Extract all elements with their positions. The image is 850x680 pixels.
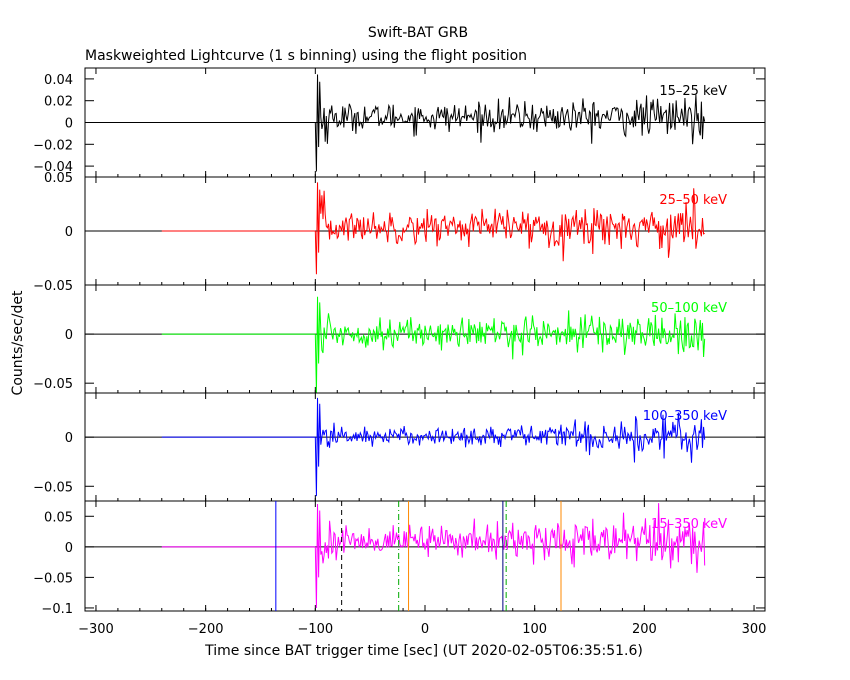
y-tick-label: −0.05 <box>33 377 73 392</box>
y-tick-label: −0.05 <box>33 279 73 294</box>
band-label: 15–25 keV <box>659 84 727 99</box>
band-label: 100–350 keV <box>643 409 727 424</box>
x-tick-label: 200 <box>632 622 657 637</box>
x-axis-label: Time since BAT trigger time [sec] (UT 20… <box>204 643 643 659</box>
x-tick-label: 300 <box>742 622 767 637</box>
y-axis-label: Counts/sec/det <box>10 290 26 395</box>
chart-title: Swift-BAT GRB <box>368 25 468 41</box>
band-label: 25–50 keV <box>659 193 727 208</box>
y-tick-label: −0.05 <box>33 480 73 495</box>
lightcurve-trace <box>314 397 706 497</box>
y-tick-label: 0.05 <box>44 510 73 525</box>
y-tick-label: 0 <box>65 225 73 240</box>
chart-subtitle: Maskweighted Lightcurve (1 s binning) us… <box>85 48 527 64</box>
y-tick-label: −0.05 <box>33 571 73 586</box>
panels-group: −0.04 −0.02 0 0.02 0.04 15–25 keV −0.05 0 0.05 25… <box>33 67 767 637</box>
x-tick-label: −100 <box>297 622 333 637</box>
y-tick-label: −0.04 <box>33 160 73 175</box>
x-tick-label: −300 <box>78 622 114 637</box>
y-tick-label: 0.02 <box>44 95 73 110</box>
y-tick-label: 0 <box>65 328 73 343</box>
band-label: 50–100 keV <box>651 301 727 316</box>
y-tick-label: 0.05 <box>44 171 73 186</box>
y-tick-label: −0.1 <box>41 602 73 617</box>
x-tick-label: 0 <box>421 622 429 637</box>
lightcurve-trace <box>314 74 706 172</box>
y-tick-label: 0 <box>65 117 73 132</box>
x-tick-label: 100 <box>522 622 547 637</box>
x-tick-label: −200 <box>188 622 224 637</box>
y-tick-label: 0 <box>65 541 73 556</box>
band-label: 15–350 keV <box>651 517 727 532</box>
y-tick-label: 0 <box>65 431 73 446</box>
lightcurve-trace <box>314 296 706 394</box>
lightcurve-trace <box>314 503 706 608</box>
y-tick-label: −0.02 <box>33 138 73 153</box>
y-tick-label: 0.04 <box>44 73 73 88</box>
lightcurve-trace <box>314 182 705 275</box>
